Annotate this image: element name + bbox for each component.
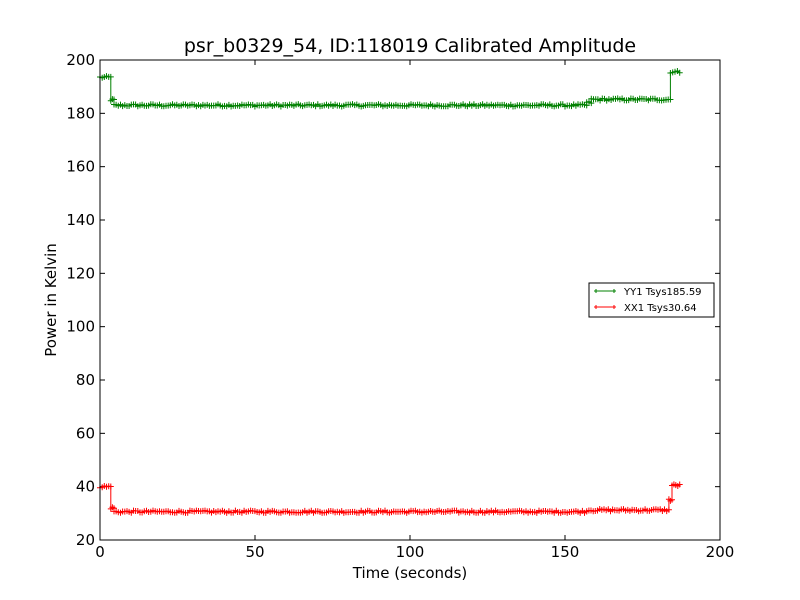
legend-marker-xx1 [594, 305, 616, 309]
y-tick-label: 40 [76, 478, 95, 496]
chart-title: psr_b0329_54, ID:118019 Calibrated Ampli… [184, 35, 636, 57]
x-tick-label: 200 [706, 543, 735, 561]
x-tick-label: 50 [245, 543, 264, 561]
y-tick-label: 140 [66, 211, 95, 229]
series-markers [97, 481, 683, 516]
axis-ticks: 0 50 100 150 200 20 40 60 80 100 120 140 160 180 200 [66, 51, 734, 561]
legend-marker-yy1 [594, 289, 616, 293]
series-1 [97, 481, 683, 516]
y-tick-label: 200 [66, 51, 95, 69]
legend-label-yy1: YY1 Tsys185.59 [623, 287, 702, 298]
y-tick-label: 60 [76, 424, 95, 442]
y-axis-label: Power in Kelvin [42, 243, 60, 357]
series-markers [97, 68, 683, 110]
series-line [99, 70, 681, 108]
x-tick-label: 100 [396, 543, 425, 561]
y-tick-label: 80 [76, 371, 95, 389]
plot-data [97, 68, 683, 516]
x-axis-label: Time (seconds) [352, 564, 468, 582]
y-tick-label: 120 [66, 264, 95, 282]
y-tick-label: 160 [66, 158, 95, 176]
legend: YY1 Tsys185.59 XX1 Tsys30.64 [588, 282, 715, 318]
series-0 [97, 68, 683, 110]
legend-box [588, 282, 715, 318]
legend-label-xx1: XX1 Tsys30.64 [624, 303, 697, 314]
y-tick-label: 100 [66, 318, 95, 336]
x-tick-label: 150 [551, 543, 580, 561]
y-tick-label: 20 [76, 531, 95, 549]
y-tick-label: 180 [66, 104, 95, 122]
x-tick-label: 0 [95, 543, 105, 561]
plot-frame [99, 59, 721, 541]
